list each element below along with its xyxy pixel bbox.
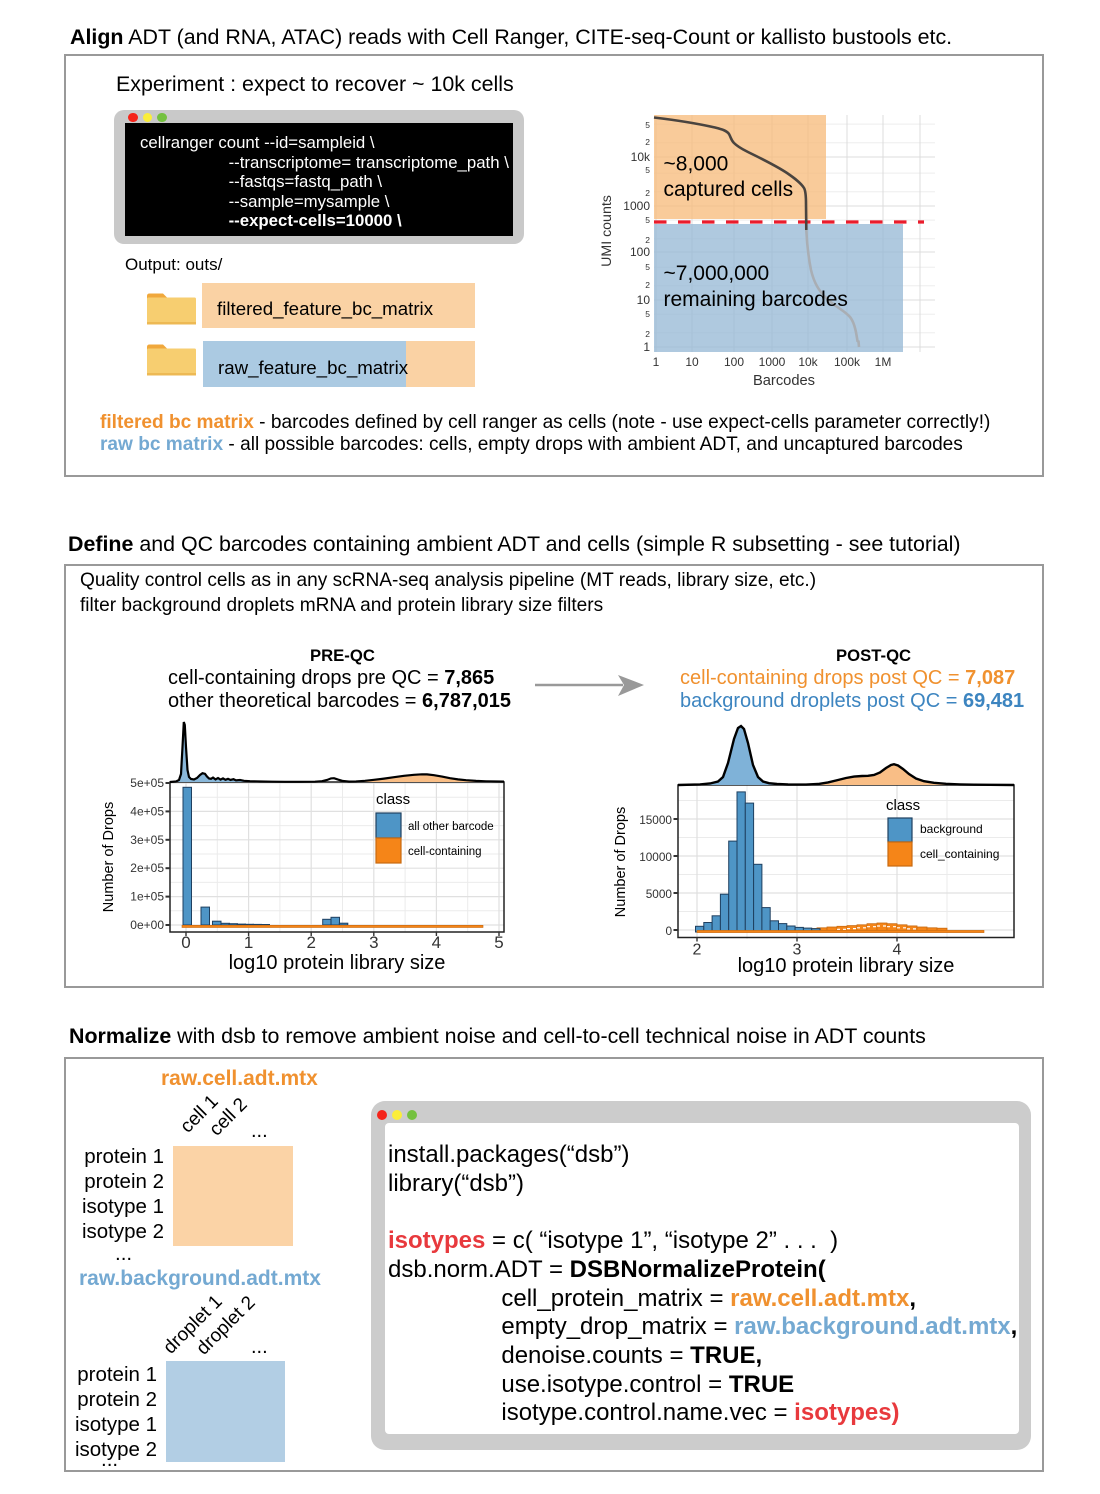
svg-text:100: 100 — [724, 355, 744, 369]
svg-text:10: 10 — [685, 355, 699, 369]
svg-text:3e+05: 3e+05 — [130, 833, 164, 847]
svg-text:0: 0 — [181, 933, 190, 952]
svg-text:1M: 1M — [875, 355, 892, 369]
svg-text:UMI counts: UMI counts — [599, 195, 615, 267]
svg-text:log10 protein library size: log10 protein library size — [738, 955, 955, 977]
svg-text:5e+05: 5e+05 — [130, 776, 164, 790]
svg-text:15000: 15000 — [639, 813, 672, 827]
svg-text:2: 2 — [645, 235, 650, 245]
svg-text:1: 1 — [244, 933, 253, 952]
svg-text:1: 1 — [653, 355, 660, 369]
svg-text:4: 4 — [893, 942, 902, 959]
svg-text:all other barcode: all other barcode — [408, 821, 494, 833]
svg-text:cell_containing: cell_containing — [920, 847, 999, 861]
svg-text:class: class — [376, 791, 410, 808]
svg-text:3: 3 — [793, 942, 802, 959]
svg-text:1: 1 — [643, 340, 650, 354]
svg-text:2: 2 — [645, 188, 650, 198]
svg-text:10000: 10000 — [639, 850, 672, 864]
svg-text:5000: 5000 — [646, 887, 673, 901]
svg-text:10k: 10k — [798, 355, 818, 369]
svg-text:10k: 10k — [631, 150, 651, 164]
svg-text:100k: 100k — [834, 355, 861, 369]
svg-text:Barcodes: Barcodes — [753, 373, 815, 389]
svg-text:log10 protein library size: log10 protein library size — [229, 952, 446, 974]
svg-text:4e+05: 4e+05 — [130, 804, 164, 818]
svg-text:captured cells: captured cells — [664, 178, 794, 201]
svg-text:1000: 1000 — [759, 355, 786, 369]
svg-text:background: background — [920, 822, 983, 836]
svg-text:5: 5 — [645, 120, 650, 130]
svg-text:remaining barcodes: remaining barcodes — [664, 288, 848, 311]
svg-text:100: 100 — [630, 245, 650, 259]
svg-text:0e+00: 0e+00 — [130, 918, 164, 932]
svg-text:2: 2 — [645, 137, 650, 147]
svg-text:10: 10 — [637, 293, 651, 307]
svg-text:2: 2 — [645, 329, 650, 339]
svg-text:3: 3 — [369, 933, 378, 952]
svg-text:0: 0 — [665, 924, 672, 938]
svg-text:5: 5 — [645, 165, 650, 175]
svg-text:cell-containing: cell-containing — [408, 846, 482, 858]
svg-text:Number of Drops: Number of Drops — [613, 807, 629, 917]
svg-text:5: 5 — [494, 933, 503, 952]
svg-text:5: 5 — [645, 309, 650, 319]
svg-text:~7,000,000: ~7,000,000 — [664, 262, 770, 285]
svg-text:~8,000: ~8,000 — [664, 153, 729, 176]
svg-text:1e+05: 1e+05 — [130, 890, 164, 904]
svg-text:5: 5 — [645, 262, 650, 272]
svg-text:2: 2 — [306, 933, 315, 952]
svg-text:2: 2 — [645, 280, 650, 290]
svg-text:4: 4 — [432, 933, 441, 952]
svg-text:2: 2 — [693, 942, 702, 959]
svg-text:class: class — [886, 797, 920, 814]
svg-text:2e+05: 2e+05 — [130, 861, 164, 875]
svg-text:Number of Drops: Number of Drops — [101, 802, 117, 912]
svg-text:1000: 1000 — [623, 199, 650, 213]
svg-text:5: 5 — [645, 215, 650, 225]
